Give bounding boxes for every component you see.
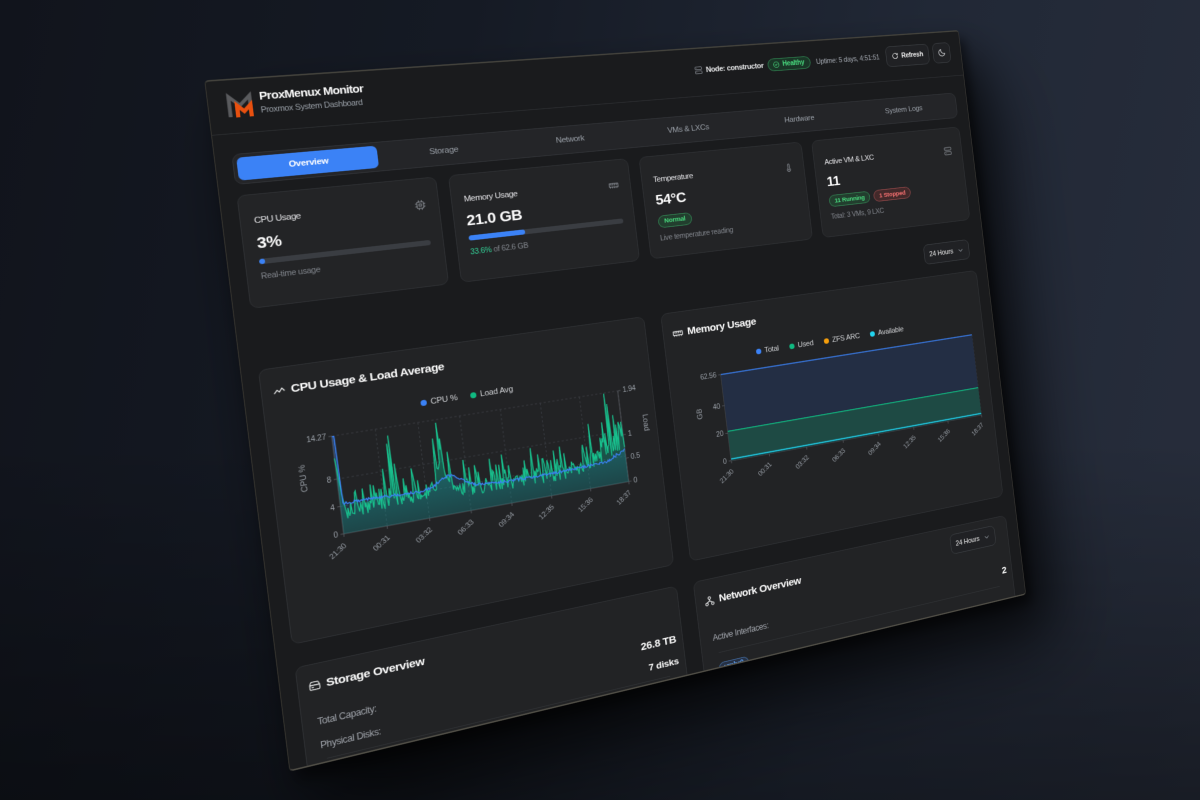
svg-text:06:33: 06:33 [456, 517, 476, 536]
svg-text:15:36: 15:36 [576, 495, 595, 514]
svg-text:18:37: 18:37 [970, 421, 985, 437]
svg-text:Load: Load [641, 413, 651, 431]
svg-text:12:35: 12:35 [902, 433, 918, 450]
svg-text:GB: GB [695, 408, 704, 420]
svg-text:00:31: 00:31 [756, 460, 773, 478]
svg-text:09:34: 09:34 [866, 440, 882, 457]
svg-text:15:36: 15:36 [936, 427, 951, 444]
svg-text:0.5: 0.5 [630, 451, 641, 461]
svg-text:0: 0 [723, 457, 728, 466]
svg-text:12:35: 12:35 [537, 502, 556, 521]
svg-text:14.27: 14.27 [306, 432, 327, 444]
svg-text:20: 20 [716, 429, 724, 438]
svg-text:1.94: 1.94 [622, 383, 636, 393]
svg-text:1: 1 [627, 429, 632, 438]
svg-text:62.56: 62.56 [700, 371, 717, 382]
svg-text:21:30: 21:30 [327, 541, 348, 561]
svg-text:03:32: 03:32 [414, 525, 435, 544]
svg-text:03:32: 03:32 [794, 453, 811, 470]
svg-text:40: 40 [712, 402, 720, 411]
svg-text:18:37: 18:37 [615, 488, 633, 506]
svg-text:09:34: 09:34 [497, 510, 517, 529]
svg-text:4: 4 [330, 503, 336, 513]
svg-text:0: 0 [333, 530, 339, 540]
svg-text:0: 0 [633, 475, 638, 484]
svg-text:00:31: 00:31 [371, 533, 392, 553]
svg-text:8: 8 [326, 475, 332, 485]
svg-text:21:30: 21:30 [718, 467, 735, 485]
svg-text:CPU %: CPU % [297, 464, 310, 493]
svg-text:06:33: 06:33 [831, 446, 847, 463]
